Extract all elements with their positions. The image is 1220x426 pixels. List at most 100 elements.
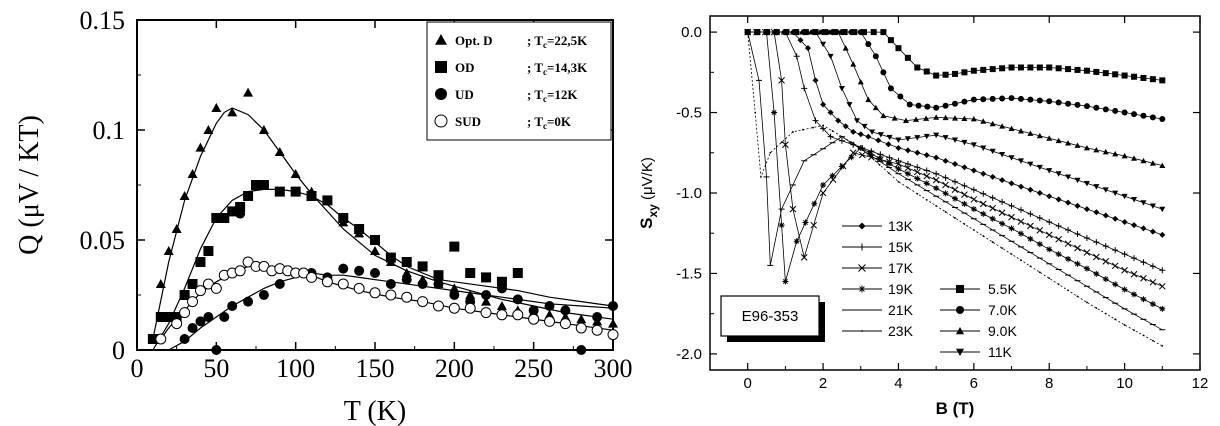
data-point [754,111,757,114]
data-point [179,191,190,200]
data-point [980,66,987,73]
data-point [906,186,909,189]
legend-label: 13K [888,218,914,234]
data-point [1140,225,1147,232]
data-point [1131,222,1138,229]
data-point [923,133,930,140]
data-point [211,345,222,355]
data-point [1102,212,1109,219]
data-point [481,272,492,283]
data-point [903,117,909,123]
series-ud [168,208,618,355]
data-point [1074,231,1081,238]
data-point [235,208,246,219]
data-point [1149,114,1156,121]
series-line [747,32,1163,347]
x-tick-label: 12 [1192,375,1209,392]
data-point [1093,146,1100,153]
data-point [1095,307,1098,309]
data-point [885,141,892,148]
data-point [1027,235,1034,242]
data-point [496,283,507,294]
data-point [942,102,949,109]
data-point [1017,128,1024,134]
data-point [857,78,864,85]
x-tick-label: 100 [276,354,315,383]
data-point [916,192,919,195]
data-point [449,290,460,300]
data-point [1020,259,1022,262]
legend: Opt. D ; Tc=22,5K OD ; Tc=14,3K UD ; Tc=12K SU… [426,21,612,141]
data-point [608,301,618,311]
data-point [258,290,269,300]
data-point [1055,171,1062,177]
data-point [1076,295,1079,298]
data-point [496,301,507,310]
data-point [838,137,845,144]
sample-label-frame [720,295,820,337]
data-point [337,278,349,290]
data-point [872,104,879,111]
data-point [1046,246,1053,253]
data-point [187,169,198,178]
data-point [608,318,618,328]
data-point [1131,111,1138,118]
data-point [1104,312,1107,315]
data-point [923,167,930,174]
data-point [933,132,940,139]
data-point [1083,144,1090,151]
legend-marker [435,88,447,100]
data-point [915,102,922,109]
data-point [1131,197,1138,203]
data-point [274,147,285,156]
sample-label: E96-353 [742,308,799,325]
data-point [1027,186,1034,193]
data-point [1133,329,1135,332]
data-point [1036,97,1043,104]
data-point [802,29,809,36]
legend-marker [956,285,964,293]
data-point [163,312,174,322]
y-tick-label: 0 [112,336,125,365]
data-point [290,186,301,197]
data-point [904,147,911,154]
data-point [155,333,167,345]
data-point [401,274,412,285]
data-point [1046,168,1053,174]
data-point [858,151,866,159]
series-13k [744,29,1166,238]
data-point [961,115,968,121]
data-point [306,271,318,283]
data-point [1036,190,1043,196]
data-point [1008,64,1015,71]
data-point [827,53,834,60]
data-point [842,45,849,51]
data-point [385,252,396,263]
data-point [1102,106,1109,113]
data-point [417,279,428,289]
data-point [877,151,884,158]
data-point [1083,235,1090,242]
data-point [354,224,365,234]
data-point [1159,162,1166,169]
data-point [1008,213,1015,221]
data-point [1074,260,1081,267]
data-point [1064,240,1072,248]
data-point [989,215,996,222]
data-point [481,290,492,300]
data-point [575,322,587,334]
x-tick-label: 6 [970,375,978,392]
data-point [963,223,966,225]
data-point [1029,265,1032,268]
data-point [219,312,230,322]
data-point [895,45,902,52]
data-point [970,206,977,213]
data-point [759,176,762,178]
data-point [322,195,333,206]
data-point [982,235,985,237]
data-point [980,96,987,103]
data-point [1083,265,1090,272]
data-point [1074,202,1081,209]
data-point [797,37,804,44]
data-point [961,191,968,198]
